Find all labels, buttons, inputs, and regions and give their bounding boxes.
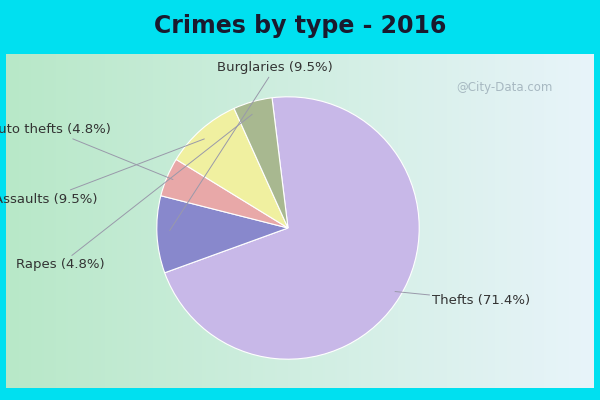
Text: Crimes by type - 2016: Crimes by type - 2016 — [154, 14, 446, 38]
Text: Thefts (71.4%): Thefts (71.4%) — [395, 292, 530, 307]
Text: Rapes (4.8%): Rapes (4.8%) — [16, 114, 252, 271]
Text: Auto thefts (4.8%): Auto thefts (4.8%) — [0, 123, 173, 180]
Text: Assaults (9.5%): Assaults (9.5%) — [0, 139, 205, 206]
Wedge shape — [164, 97, 419, 359]
Wedge shape — [176, 108, 288, 228]
Wedge shape — [157, 196, 288, 273]
Text: Burglaries (9.5%): Burglaries (9.5%) — [170, 62, 333, 230]
Wedge shape — [161, 160, 288, 228]
Text: @City-Data.com: @City-Data.com — [456, 82, 552, 94]
Wedge shape — [234, 98, 288, 228]
